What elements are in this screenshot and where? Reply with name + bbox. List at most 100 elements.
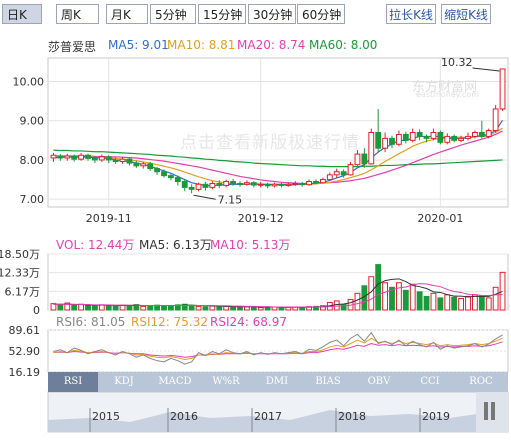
shrink-k-button[interactable]: 缩短K线 — [441, 4, 491, 24]
volume-bar — [478, 294, 485, 311]
date-tick-label: 2019-12 — [238, 212, 284, 225]
candle-body — [333, 171, 340, 176]
candle-body — [395, 133, 402, 145]
volume-bar — [237, 306, 243, 311]
volume-bar — [389, 286, 395, 311]
indicator-tab-cci[interactable]: CCI — [420, 376, 440, 387]
volume-bar — [354, 292, 361, 311]
volume-bar — [409, 283, 416, 311]
candle-body — [347, 164, 354, 176]
candle-body — [216, 182, 223, 186]
volume-axis-labels: 18.50万 12.33万 6.17万 0 — [0, 248, 40, 317]
candle-body — [499, 68, 506, 110]
tab-30min[interactable]: 30分钟 — [248, 4, 296, 24]
candle-body — [444, 135, 451, 143]
candle-body — [223, 181, 230, 186]
ma60-label: MA60: 8.00 — [309, 38, 378, 52]
volume-bar — [458, 297, 465, 311]
candle-body — [78, 154, 85, 160]
candle-body — [313, 181, 319, 184]
candle-body — [492, 108, 499, 132]
rsi-axis-labels: 89.61 52.90 16.19 — [9, 324, 41, 379]
volume-bar — [499, 271, 506, 311]
price-tick-label: 7.00 — [20, 193, 45, 206]
candle-body — [154, 168, 161, 173]
indicator-tab-rsi[interactable]: RSI — [48, 372, 98, 392]
volume-bar — [430, 292, 437, 311]
volume-bar — [64, 302, 71, 311]
candle-body — [437, 132, 444, 143]
tab-15min[interactable]: 15分钟 — [198, 4, 246, 24]
volume-bar — [444, 294, 451, 311]
candle-body — [306, 181, 313, 186]
candle-body — [423, 135, 430, 139]
price-annotations: 10.32 7.15 — [193, 56, 500, 206]
logo-name: 东方财富网 — [412, 80, 478, 95]
candle-body — [409, 132, 416, 141]
tab-60min[interactable]: 60分钟 — [297, 4, 345, 24]
navigator-year-label: 2016 — [170, 410, 198, 423]
indicator-tab-dmi[interactable]: DMI — [265, 376, 289, 387]
candle-body — [126, 158, 133, 164]
indicator-tab-roc[interactable]: ROC — [469, 376, 493, 387]
volume-bar — [382, 282, 389, 311]
candle-body — [230, 181, 237, 184]
volume-bar — [105, 304, 112, 311]
indicator-tab-macd[interactable]: MACD — [158, 376, 192, 387]
candle-body — [326, 174, 333, 181]
volume-bar — [161, 305, 167, 311]
price-legend: 莎普爱思 MA5: 9.01 MA10: 8.81 MA20: 8.74 MA6… — [0, 38, 511, 56]
candle-body — [458, 137, 465, 141]
indicator-tab-kdj[interactable]: KDJ — [114, 376, 134, 387]
candle-body — [112, 159, 119, 163]
tab-monthly-k[interactable]: 月K — [106, 4, 148, 24]
rsi24-label: RSI24: 68.97 — [210, 315, 287, 329]
candle-body — [105, 156, 112, 161]
vol-ma10-label: MA10: 5.13万 — [210, 238, 291, 252]
candle-body — [71, 155, 78, 160]
candle-body — [133, 162, 140, 167]
rsi-legend: RSI6: 81.05 RSI12: 75.32 RSI24: 68.97 — [0, 315, 511, 331]
indicator-tab-bias[interactable]: BIAS — [315, 376, 341, 387]
candle-body — [174, 177, 181, 183]
volume-bar — [257, 307, 264, 311]
candle-body — [389, 137, 395, 145]
candle-body — [319, 179, 326, 184]
ma5-label: MA5: 9.01 — [108, 38, 169, 52]
rsi-lines — [53, 331, 503, 365]
volume-bar — [216, 306, 223, 311]
volume-bar — [126, 305, 133, 311]
volume-bar — [174, 304, 181, 311]
volume-bar — [471, 294, 478, 311]
candle-body — [209, 182, 216, 188]
volume-bar — [395, 282, 402, 311]
tab-weekly-k[interactable]: 周K — [56, 4, 99, 24]
stretch-k-button[interactable]: 拉长K线 — [386, 4, 436, 24]
rsi-gridlines — [48, 329, 508, 373]
volume-bar — [416, 291, 423, 311]
tab-daily-k[interactable]: 日K — [2, 4, 42, 24]
volume-tick-label: 18.50万 — [0, 248, 40, 261]
indicator-tab-wr[interactable]: W%R — [212, 376, 240, 387]
candle-body — [361, 153, 368, 165]
navigator-grip-icon[interactable] — [491, 402, 495, 420]
navigator-grip-icon[interactable] — [484, 402, 488, 420]
indicator-tab-obv[interactable]: OBV — [367, 376, 391, 387]
volume-bar — [333, 300, 340, 311]
candle-body — [278, 183, 285, 186]
candle-body — [299, 182, 306, 186]
tab-5min[interactable]: 5分钟 — [150, 4, 196, 24]
volume-bar — [57, 304, 64, 311]
candle-body — [451, 135, 458, 141]
volume-bar — [492, 286, 499, 311]
volume-bar — [147, 304, 154, 311]
volume-tick-label: 6.17万 — [5, 285, 41, 298]
candle-body — [181, 181, 188, 188]
volume-bars — [50, 264, 506, 311]
candle-body — [91, 157, 98, 161]
ma20-line — [53, 130, 503, 185]
volume-bar — [485, 297, 492, 311]
candle-body — [202, 183, 209, 188]
candle-body — [167, 175, 174, 179]
candle-body — [257, 183, 264, 186]
